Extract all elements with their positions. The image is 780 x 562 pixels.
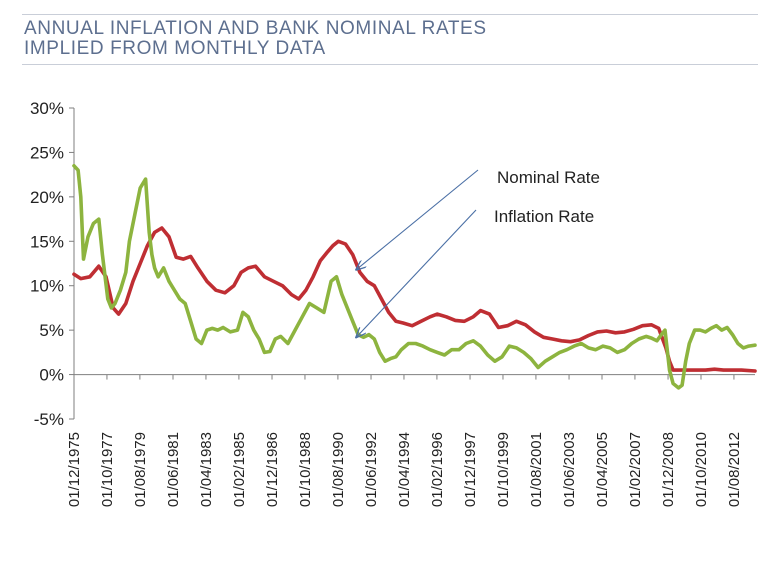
x-tick-label: 01/12/1997 [462,432,479,507]
y-tick-label: 20% [30,188,64,207]
y-tick-label: 10% [30,277,64,296]
x-tick-label: 01/08/1979 [132,432,149,507]
x-tick-label: 01/12/1986 [264,432,281,507]
x-tick-label: 01/12/2008 [660,432,677,507]
x-tick-label: 01/10/1977 [99,432,116,507]
series-group [72,164,757,390]
x-tick-label: 01/08/2001 [528,432,545,507]
x-tick-label: 01/10/1999 [495,432,512,507]
chart-title-line-1: ANNUAL INFLATION AND BANK NOMINAL RATES [24,18,487,39]
y-tick-label: 25% [30,143,64,162]
x-tick-label: 01/08/2012 [726,432,743,507]
x-axis: 01/12/1975 01/10/1977 01/08/1979 01/06/1981… [66,374,743,507]
y-tick-label: 0% [39,366,64,385]
annotation-label: Nominal Rate [497,168,600,187]
title-bottom-rule [22,64,758,65]
annotation-arrow [356,169,479,270]
x-tick-label: 01/10/1988 [297,432,314,507]
x-tick-label: 01/06/2003 [561,432,578,507]
annotations-group: Nominal Rate Inflation Rate [356,168,600,337]
chart-title-line-2: IMPLIED FROM MONTHLY DATA [24,38,326,59]
y-tick-label: -5% [34,410,64,429]
y-tick-label: 15% [30,232,64,251]
x-tick-label: 01/02/1985 [231,432,248,507]
annotation-label: Inflation Rate [494,207,594,226]
annotation-arrow [356,209,477,337]
x-tick-label: 01/10/2010 [693,432,710,507]
inflation-rate-line [72,164,757,390]
x-tick-label: 01/04/1983 [198,432,215,507]
y-axis: 30% 25% 20% 15% 10% 5% 0% -5% [30,99,75,429]
x-tick-label: 01/06/1981 [165,432,182,507]
chart-title: ANNUAL INFLATION AND BANK NOMINAL RATES … [24,19,487,59]
nominal-rate-line [72,226,757,373]
x-tick-label: 01/02/2007 [627,432,644,507]
x-tick-label: 01/08/1990 [330,432,347,507]
x-tick-label: 01/04/1994 [396,432,413,507]
y-tick-label: 30% [30,99,64,118]
x-tick-label: 01/02/1996 [429,432,446,507]
x-tick-label: 01/06/1992 [363,432,380,507]
title-top-rule [22,14,758,15]
x-tick-label: 01/04/2005 [594,432,611,507]
x-tick-label: 01/12/1975 [66,432,83,507]
y-tick-label: 5% [39,321,64,340]
